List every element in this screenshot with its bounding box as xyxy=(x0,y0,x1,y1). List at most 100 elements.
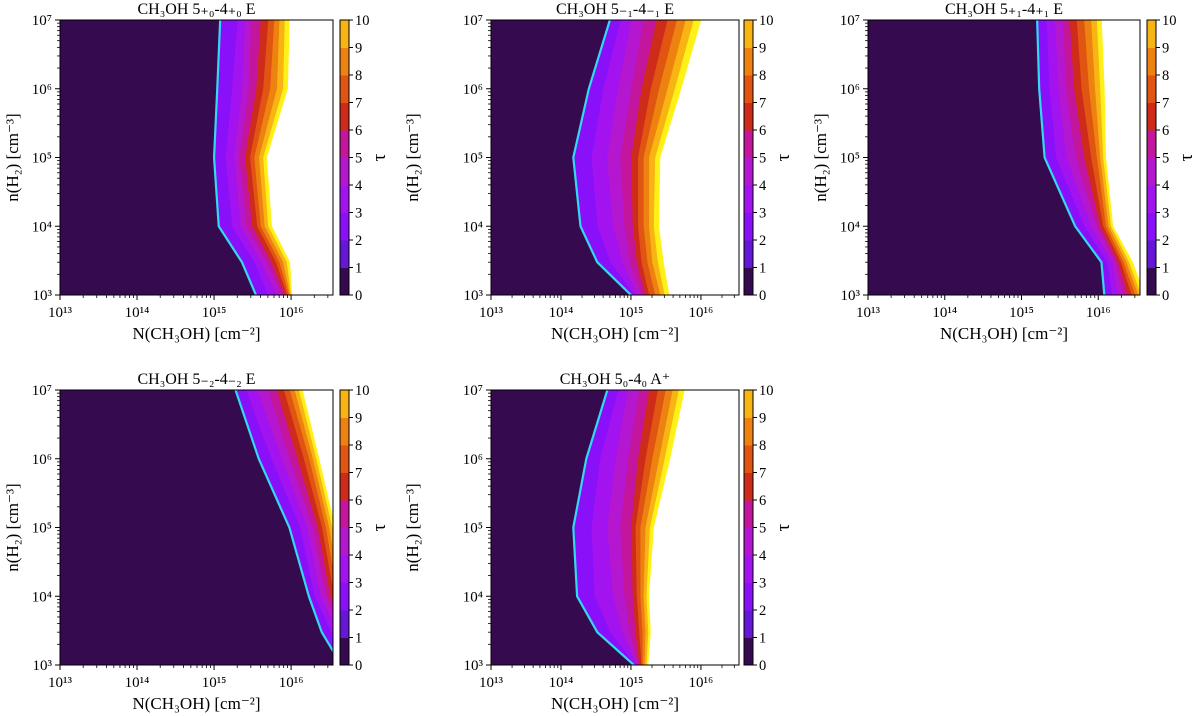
tau-1-contour-line xyxy=(212,20,257,295)
colorbar-segment xyxy=(744,240,753,268)
colorbar-segment xyxy=(340,267,349,296)
colorbar-tick-label: 2 xyxy=(759,603,766,619)
y-tick-label: 10³ xyxy=(841,288,861,304)
colorbar-label: τ xyxy=(773,523,794,531)
x-tick-label: 10¹⁵ xyxy=(202,305,227,321)
colorbar-segment xyxy=(340,500,349,528)
colorbar-segment xyxy=(340,240,349,268)
x-tick-label: 10¹⁶ xyxy=(279,675,304,691)
colorbar-segment xyxy=(744,390,753,418)
colorbar-tick-label: 8 xyxy=(355,68,362,84)
colorbar-segment xyxy=(340,472,349,501)
x-tick-label: 10¹³ xyxy=(48,305,72,321)
colorbar-tick-label: 4 xyxy=(355,178,363,194)
colorbar-tick-label: 5 xyxy=(355,151,362,167)
contour-panel-3: 10¹³ 10¹⁴ 10¹⁵ 10¹⁶ 10³ 10⁴ 10⁵ 10⁶ 10⁷ CH₃OH 5₊₁… xyxy=(811,1,1197,343)
y-axis-label: n(H₂) [cm⁻³] xyxy=(403,483,422,571)
colorbar-tick-label: 5 xyxy=(759,521,766,537)
colorbar-label: τ xyxy=(1176,153,1197,161)
y-tick-label: 10⁶ xyxy=(32,452,52,468)
colorbar-tick-label: 0 xyxy=(355,658,362,674)
contour-fills xyxy=(60,390,333,665)
y-tick-label: 10⁶ xyxy=(840,82,860,98)
colorbar-tick-label: 1 xyxy=(759,631,766,647)
colorbar-segment xyxy=(744,130,753,158)
colorbar-tick-label: 2 xyxy=(759,233,766,249)
y-tick-label: 10⁷ xyxy=(463,383,483,399)
y-tick-label: 10³ xyxy=(33,658,53,674)
colorbar-tick-label: 2 xyxy=(1162,233,1169,249)
colorbar-segment xyxy=(744,267,753,296)
tau-1-contour-line xyxy=(572,20,632,295)
y-axis-label: n(H₂) [cm⁻³] xyxy=(811,113,830,201)
colorbar-segment xyxy=(340,157,349,186)
x-tick-label: 10¹⁴ xyxy=(932,305,957,321)
colorbar-tick-label: 3 xyxy=(355,206,362,222)
y-tick-label: 10⁷ xyxy=(32,383,52,399)
y-tick-label: 10⁵ xyxy=(32,151,52,167)
colorbar-tick-label: 7 xyxy=(759,96,766,112)
colorbar-tick-label: 10 xyxy=(1162,13,1177,29)
contour-panel-4: 10¹³ 10¹⁴ 10¹⁵ 10¹⁶ 10³ 10⁴ 10⁵ 10⁶ 10⁷ CH₃OH 5₋₂… xyxy=(3,371,390,713)
colorbar-tick-label: 3 xyxy=(355,576,362,592)
contour-panel-5: 10¹³ 10¹⁴ 10¹⁵ 10¹⁶ 10³ 10⁴ 10⁵ 10⁶ 10⁷ CH₃OH 5₀-… xyxy=(403,371,794,713)
colorbar-tick-label: 8 xyxy=(759,68,766,84)
colorbar-segment xyxy=(1147,267,1156,296)
colorbar-segment xyxy=(744,157,753,186)
colorbar-segment xyxy=(340,390,349,418)
y-tick-label: 10⁵ xyxy=(463,521,483,537)
colorbar-segment xyxy=(340,637,349,666)
colorbar-segment xyxy=(340,582,349,611)
colorbar-label: τ xyxy=(369,153,390,161)
colorbar-tick-label: 7 xyxy=(759,466,766,482)
y-tick-label: 10⁶ xyxy=(463,82,483,98)
colorbar-tick-label: 8 xyxy=(759,438,766,454)
colorbar-segment xyxy=(744,47,753,76)
colorbar-segment xyxy=(744,20,753,48)
y-tick-label: 10³ xyxy=(464,658,484,674)
colorbar-segment xyxy=(340,610,349,638)
y-tick-label: 10⁴ xyxy=(463,589,483,605)
y-tick-label: 10⁵ xyxy=(463,151,483,167)
colorbar-segment xyxy=(340,47,349,76)
y-tick-label: 10⁵ xyxy=(32,521,52,537)
colorbar: 0 1 2 3 4 5 6 7 8 9 10 τ xyxy=(1146,13,1197,304)
colorbar-tick-label: 1 xyxy=(355,261,362,277)
x-tick-label: 10¹⁴ xyxy=(549,675,574,691)
x-tick-label: 10¹⁴ xyxy=(125,305,150,321)
colorbar-tick-label: 9 xyxy=(355,41,362,57)
colorbar-segment xyxy=(340,417,349,446)
colorbar-tick-label: 0 xyxy=(759,658,766,674)
panel-title: CH₃OH 5₀-4₀ A⁺ xyxy=(560,371,671,388)
colorbar-segment xyxy=(1147,157,1156,186)
colorbar-segment xyxy=(1147,240,1156,268)
contour-fills xyxy=(491,20,739,295)
colorbar-label: τ xyxy=(773,153,794,161)
colorbar-segment xyxy=(744,582,753,611)
colorbar-tick-label: 6 xyxy=(759,123,766,139)
colorbar-tick-label: 0 xyxy=(1162,288,1169,304)
y-tick-label: 10⁴ xyxy=(463,219,483,235)
colorbar-segment xyxy=(1147,47,1156,76)
colorbar-tick-label: 7 xyxy=(355,466,362,482)
y-tick-label: 10⁷ xyxy=(463,13,483,29)
colorbar-tick-label: 10 xyxy=(355,383,370,399)
tau-1-contour-line xyxy=(1036,20,1106,295)
colorbar-tick-label: 1 xyxy=(1162,261,1169,277)
colorbar-tick-label: 5 xyxy=(1162,151,1169,167)
colorbar-segment xyxy=(744,212,753,241)
colorbar-tick-label: 4 xyxy=(759,548,767,564)
colorbar-tick-label: 3 xyxy=(1162,206,1169,222)
colorbar-segment xyxy=(744,102,753,131)
colorbar: 0 1 2 3 4 5 6 7 8 9 10 τ xyxy=(743,383,794,674)
colorbar-segment xyxy=(744,500,753,528)
contour-fills xyxy=(60,20,333,295)
panel-title: CH₃OH 5₋₁-4₋₁ E xyxy=(556,1,674,18)
panel-title: CH₃OH 5₊₁-4₊₁ E xyxy=(945,1,1063,18)
contour-panel-2: 10¹³ 10¹⁴ 10¹⁵ 10¹⁶ 10³ 10⁴ 10⁵ 10⁶ 10⁷ CH₃OH 5₋₁… xyxy=(403,1,794,343)
x-tick-label: 10¹⁵ xyxy=(202,675,227,691)
x-axis-label: N(CH₃OH) [cm⁻²] xyxy=(551,324,679,343)
colorbar-tick-label: 9 xyxy=(1162,41,1169,57)
x-axis-label: N(CH₃OH) [cm⁻²] xyxy=(551,694,679,713)
